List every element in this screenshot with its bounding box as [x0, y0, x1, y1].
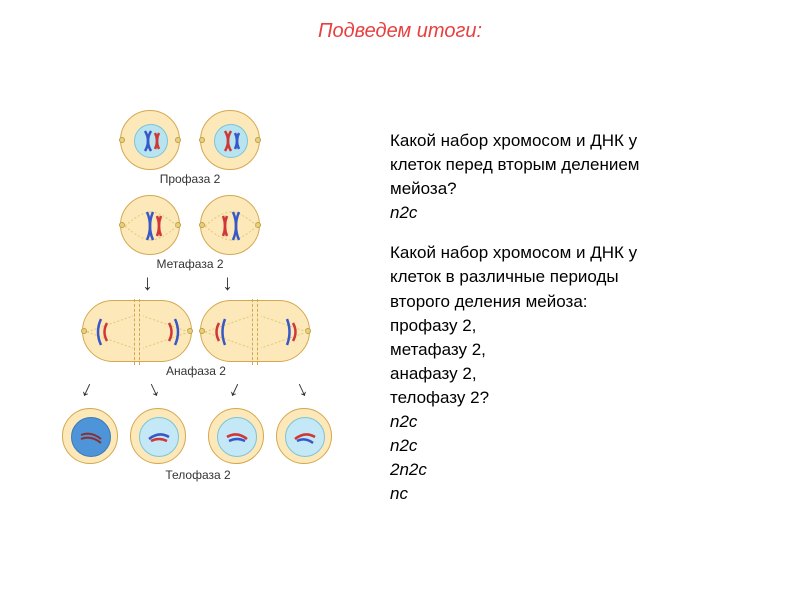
question-2-line: клеток в различные периоды: [390, 266, 770, 288]
metaphase-cell-left: [120, 195, 180, 255]
question-1-line: мейоза?: [390, 178, 770, 200]
question-1-line: клеток перед вторым делением: [390, 154, 770, 176]
answer-2-line: n2c: [390, 411, 770, 433]
arrow-icon: ↓: [291, 375, 312, 403]
question-2-line: телофазу 2?: [390, 387, 770, 409]
text-content: Какой набор хромосом и ДНК у клеток пере…: [390, 130, 770, 507]
question-2-line: Какой набор хромосом и ДНК у: [390, 242, 770, 264]
page-title: Подведем итоги:: [0, 20, 800, 43]
anaphase-cell-left: [82, 300, 192, 362]
meiosis-diagram: Профаза 2 Метафаза 2 ↓ ↓: [90, 110, 380, 580]
question-2-line: профазу 2,: [390, 315, 770, 337]
arrow-icon: ↓: [142, 270, 153, 296]
question-2-line: второго деления мейоза:: [390, 291, 770, 313]
answer-2-line: 2n2c: [390, 459, 770, 481]
arrow-icon: ↓: [77, 375, 98, 403]
anaphase-cell-right: [200, 300, 310, 362]
answer-2-line: nc: [390, 483, 770, 505]
question-2-line: анафазу 2,: [390, 363, 770, 385]
question-1-line: Какой набор хромосом и ДНК у: [390, 130, 770, 152]
arrow-icon: ↓: [222, 270, 233, 296]
prophase-cell-right: [200, 110, 260, 170]
arrow-icon: ↓: [143, 375, 164, 403]
telophase-cell-4: [276, 408, 332, 464]
answer-1: n2c: [390, 202, 770, 224]
telophase-cell-1: [62, 408, 118, 464]
telophase-cell-2: [130, 408, 186, 464]
prophase-cell-left: [120, 110, 180, 170]
telophase-label: Телофаза 2: [138, 468, 258, 482]
prophase-label: Профаза 2: [130, 172, 250, 186]
metaphase-cell-right: [200, 195, 260, 255]
metaphase-label: Метафаза 2: [130, 257, 250, 271]
answer-2-line: n2c: [390, 435, 770, 457]
telophase-cell-3: [208, 408, 264, 464]
arrow-icon: ↓: [225, 375, 246, 403]
question-2-line: метафазу 2,: [390, 339, 770, 361]
